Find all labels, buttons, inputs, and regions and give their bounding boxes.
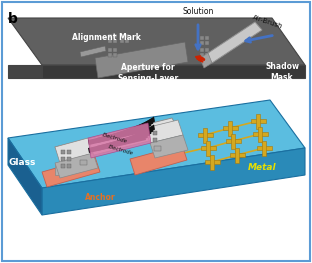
Text: Glass: Glass — [8, 158, 36, 167]
Bar — [206, 140, 210, 155]
Polygon shape — [200, 36, 204, 40]
Text: Air-Brush: Air-Brush — [252, 14, 284, 30]
Polygon shape — [133, 124, 155, 143]
Polygon shape — [108, 39, 112, 43]
Text: Solution: Solution — [182, 7, 214, 16]
Bar — [262, 140, 266, 155]
Bar — [256, 146, 271, 150]
Polygon shape — [95, 42, 188, 78]
Polygon shape — [205, 48, 209, 52]
Polygon shape — [115, 121, 151, 139]
Polygon shape — [42, 65, 305, 78]
Polygon shape — [106, 123, 149, 141]
Polygon shape — [88, 127, 146, 145]
Bar — [252, 132, 267, 136]
Polygon shape — [80, 46, 106, 57]
Polygon shape — [8, 65, 42, 78]
Polygon shape — [205, 41, 209, 45]
Polygon shape — [113, 48, 117, 52]
Polygon shape — [55, 163, 63, 175]
Bar — [204, 160, 220, 164]
Polygon shape — [130, 145, 187, 175]
Bar — [203, 128, 207, 143]
Polygon shape — [106, 131, 149, 149]
Polygon shape — [113, 53, 117, 57]
Polygon shape — [8, 100, 305, 188]
Polygon shape — [42, 148, 305, 215]
Text: Metal: Metal — [248, 163, 276, 172]
Polygon shape — [88, 123, 151, 158]
Polygon shape — [88, 135, 146, 153]
Polygon shape — [97, 133, 148, 151]
Polygon shape — [205, 53, 209, 57]
Bar — [67, 157, 71, 161]
Text: b: b — [8, 12, 18, 26]
Polygon shape — [150, 135, 188, 158]
Polygon shape — [205, 22, 262, 63]
Bar — [80, 159, 86, 164]
Polygon shape — [145, 120, 183, 143]
Polygon shape — [133, 117, 155, 134]
Bar — [258, 127, 262, 141]
Polygon shape — [200, 48, 204, 52]
Polygon shape — [200, 53, 204, 57]
Polygon shape — [42, 157, 100, 187]
Text: Aperture for
Sensing-Layer: Aperture for Sensing-Layer — [117, 63, 179, 83]
Text: Alignment Mark: Alignment Mark — [72, 33, 141, 42]
Polygon shape — [205, 36, 209, 40]
Bar — [210, 154, 214, 169]
Polygon shape — [108, 48, 112, 52]
Bar — [61, 150, 65, 154]
Polygon shape — [97, 125, 148, 143]
Polygon shape — [125, 34, 129, 38]
Polygon shape — [108, 34, 112, 38]
Polygon shape — [200, 41, 204, 45]
Polygon shape — [120, 34, 124, 38]
Polygon shape — [113, 39, 117, 43]
Bar — [61, 157, 65, 161]
Polygon shape — [115, 129, 151, 147]
Bar — [251, 119, 266, 123]
Polygon shape — [113, 34, 117, 38]
Text: Anchor: Anchor — [85, 193, 115, 202]
Bar — [153, 138, 157, 142]
Bar — [230, 153, 245, 157]
Polygon shape — [55, 153, 98, 178]
Bar — [197, 133, 212, 137]
Polygon shape — [55, 138, 93, 163]
Polygon shape — [200, 53, 212, 68]
Bar — [67, 150, 71, 154]
Bar — [231, 134, 235, 149]
Text: Shadow
Mask: Shadow Mask — [265, 62, 299, 82]
Polygon shape — [125, 39, 129, 43]
Bar — [235, 148, 239, 163]
Bar — [67, 164, 71, 168]
Bar — [61, 164, 65, 168]
Bar — [153, 131, 157, 135]
Bar — [228, 120, 232, 135]
Polygon shape — [55, 118, 180, 163]
Text: Electrode: Electrode — [108, 144, 134, 156]
Polygon shape — [120, 39, 124, 43]
Text: Electrode: Electrode — [102, 132, 128, 144]
Bar — [226, 139, 241, 143]
Bar — [256, 114, 260, 129]
Polygon shape — [8, 18, 305, 65]
Polygon shape — [124, 127, 153, 145]
Polygon shape — [8, 138, 42, 215]
Bar — [222, 126, 237, 130]
Bar — [154, 145, 160, 150]
Polygon shape — [108, 53, 112, 57]
Bar — [201, 146, 216, 150]
Polygon shape — [124, 119, 153, 136]
